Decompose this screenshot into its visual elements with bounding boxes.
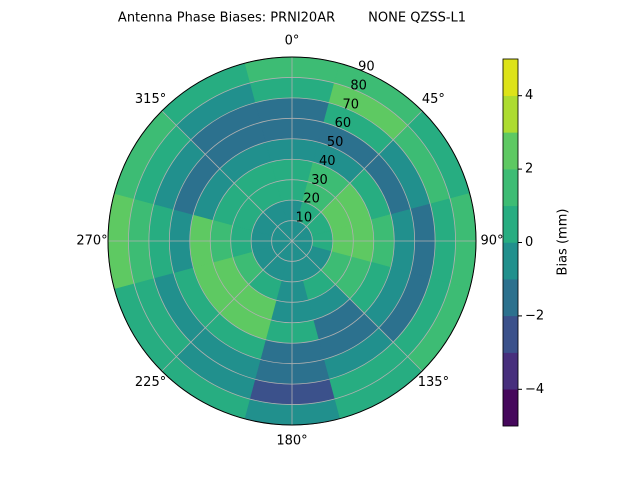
colorbar-tick-label: −2	[525, 308, 544, 323]
r-tick-label: 40	[319, 154, 336, 169]
r-tick-label: 10	[296, 211, 313, 226]
colorbar-band	[502, 242, 519, 280]
r-tick-label: 70	[342, 97, 359, 112]
colorbar-band	[502, 389, 519, 427]
theta-tick-label: 180°	[276, 434, 307, 449]
colorbar-band	[502, 205, 519, 243]
colorbar-band	[502, 352, 519, 390]
colorbar-tick-label: 4	[525, 88, 533, 103]
colorbar-band	[502, 168, 519, 207]
colorbar-tick-label: 2	[525, 162, 533, 177]
theta-tick-label: 45°	[422, 92, 445, 107]
grid-spoke	[161, 110, 293, 242]
r-tick-label: 50	[327, 135, 344, 150]
chart-title: Antenna Phase Biases: PRNI20AR NONE QZSS…	[118, 11, 466, 26]
colorbar-tick-label: −4	[525, 382, 544, 397]
colorbar-tick-label: 0	[525, 235, 533, 250]
grid-spoke	[291, 240, 423, 372]
polar-frame	[107, 56, 477, 426]
theta-tick-label: 135°	[418, 375, 449, 390]
colorbar-band	[502, 132, 519, 170]
r-tick-label: 60	[335, 116, 352, 131]
r-tick-label: 20	[303, 192, 320, 207]
theta-tick-label: 270°	[76, 234, 107, 249]
colorbar-band	[502, 95, 519, 133]
colorbar-band	[502, 278, 519, 317]
r-tick-label: 80	[350, 78, 367, 93]
colorbar-band	[502, 58, 519, 96]
theta-tick-label: 225°	[135, 375, 166, 390]
r-tick-label: 30	[311, 173, 328, 188]
theta-tick-label: 315°	[135, 92, 166, 107]
colorbar-label: Bias (mm)	[556, 209, 571, 276]
theta-tick-label: 0°	[285, 34, 300, 49]
grid-spoke	[161, 240, 293, 372]
colorbar-band	[502, 315, 519, 353]
r-tick-label: 90	[358, 60, 375, 75]
theta-tick-label: 90°	[480, 234, 503, 249]
grid-spoke	[291, 110, 423, 242]
